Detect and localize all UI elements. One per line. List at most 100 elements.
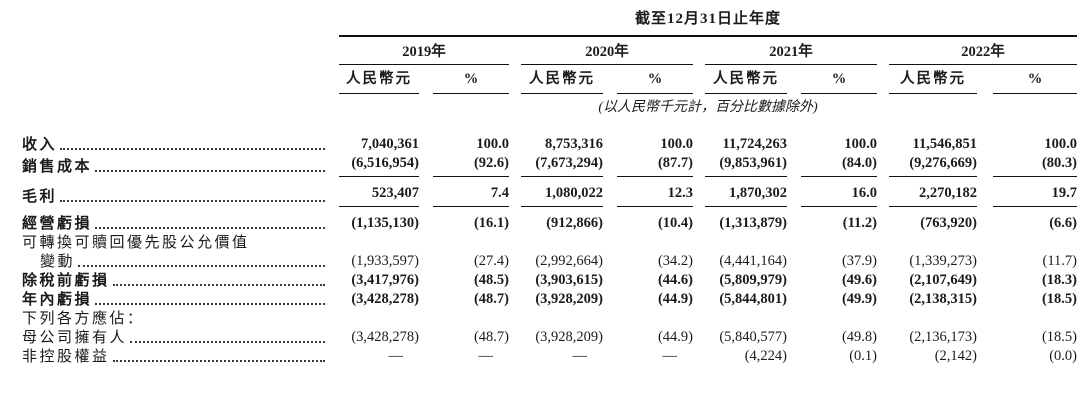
amount-value: 7,040,361 [361, 136, 419, 153]
percent-value: (44.9) [657, 291, 693, 308]
table-row: 經營虧損 (1,135,130) (16.1) (912,866) (10.4) (1,3… [22, 206, 1077, 233]
row-label-cell: 非控股權益 [22, 347, 327, 366]
units-note: (以人民幣千元計，百分比數據除外) [598, 99, 818, 115]
amount-value: (5,809,979) [719, 272, 787, 289]
row-label-cell: 母公司擁有人 [22, 328, 327, 347]
amount-value [339, 309, 419, 328]
dot-leader [112, 359, 325, 362]
percent-value: (11.7) [1042, 253, 1078, 270]
amount-value: (2,992,664) [535, 253, 603, 270]
amount-value: (5,844,801) [719, 291, 787, 308]
percent-value: 19.7 [993, 176, 1077, 207]
percent-value: (48.5) [473, 272, 509, 289]
percent-value: 100.0 [476, 136, 509, 153]
year-header-row: 2019年 2020年 2021年 2022年 [22, 36, 1077, 66]
amount-value: 8,753,316 [545, 136, 603, 153]
row-label-cell: 收入 [22, 119, 327, 154]
table-row: 毛利 523,407 7.4 1,080,022 12.3 1,870,302 16.0 2,… [22, 176, 1077, 207]
row-label: 變動 [40, 253, 76, 270]
row-label: 母公司擁有人 [22, 329, 128, 346]
table-title-row: 截至12月31日止年度 [22, 10, 1077, 37]
amount-value: (9,853,961) [705, 153, 787, 177]
table-title: 截至12月31日止年度 [339, 10, 1077, 37]
row-label-cell: 銷售成本 [22, 154, 327, 177]
dot-leader [130, 340, 325, 343]
amount-value: (2,136,173) [909, 329, 977, 346]
percent-value [433, 309, 509, 328]
subheader-amount: 人民幣元 [889, 64, 977, 94]
percent-value [801, 233, 877, 252]
nil-dash: — [662, 348, 678, 365]
row-label-cell: 經營虧損 [22, 206, 327, 233]
percent-value: (49.9) [841, 291, 877, 308]
amount-value: — [521, 347, 603, 366]
amount-value: 1,080,022 [521, 176, 603, 207]
amount-value [705, 233, 787, 252]
amount-value [705, 309, 787, 328]
percent-value [801, 309, 877, 328]
row-label-cell: 除稅前虧損 [22, 271, 327, 290]
dot-leader [95, 226, 325, 229]
amount-value: 11,724,263 [722, 136, 787, 153]
percent-value: (92.6) [433, 153, 509, 177]
table-row: 年內虧損 (3,428,278) (48.7) (3,928,209) (44.9) (5… [22, 290, 1077, 309]
amount-value: (763,920) [920, 215, 977, 232]
subheader-amount: 人民幣元 [339, 64, 419, 94]
row-label: 銷售成本 [22, 159, 93, 176]
row-label: 可轉換可贖回優先股公允價值 [22, 234, 250, 251]
amount-value: (3,928,209) [535, 329, 603, 346]
amount-value: 523,407 [339, 176, 419, 207]
row-label-cell: 年內虧損 [22, 290, 327, 309]
percent-value: (44.9) [657, 329, 693, 346]
table-row: 下列各方應佔： [22, 309, 1077, 328]
table-row: 變動 (1,933,597) (27.4) (2,992,664) (34.2) (4,4… [22, 252, 1077, 271]
percent-value: (16.1) [473, 215, 509, 232]
subheader-amount: 人民幣元 [521, 64, 603, 94]
year-header-2019: 2019年 [339, 36, 509, 66]
amount-value: (7,673,294) [521, 153, 603, 177]
percent-value [617, 233, 693, 252]
row-label: 年內虧損 [22, 291, 93, 308]
percent-value: (84.0) [801, 153, 877, 177]
percent-value [993, 233, 1077, 252]
percent-value: (80.3) [993, 153, 1077, 177]
amount-value: (2,107,649) [909, 272, 977, 289]
subheader-row: 人民幣元 % 人民幣元 % 人民幣元 % 人民幣元 % [22, 64, 1077, 94]
percent-value: (6.6) [1049, 215, 1077, 232]
table-row: 除稅前虧損 (3,417,976) (48.5) (3,903,615) (44.6) (… [22, 271, 1077, 290]
amount-value: (912,866) [546, 215, 603, 232]
percent-value: 16.0 [801, 176, 877, 207]
subheader-percent: % [433, 64, 509, 94]
amount-value: (1,933,597) [351, 253, 419, 270]
amount-value: 11,546,851 [912, 136, 977, 153]
amount-value [521, 233, 603, 252]
amount-value: (2,138,315) [909, 291, 977, 308]
dot-leader [60, 200, 325, 203]
percent-value: (10.4) [657, 215, 693, 232]
row-label: 非控股權益 [22, 348, 110, 365]
percent-value: (18.5) [1041, 291, 1077, 308]
percent-value: (11.2) [842, 215, 877, 232]
year-header-2022: 2022年 [889, 36, 1077, 66]
amount-value: (3,417,976) [351, 272, 419, 289]
row-label: 收入 [22, 136, 58, 153]
percent-value: (0.1) [849, 348, 877, 365]
percent-value: (34.2) [657, 253, 693, 270]
row-label: 下列各方應佔： [22, 310, 145, 327]
amount-value: (4,224) [744, 348, 787, 365]
financial-table: 截至12月31日止年度 2019年 2020年 2021年 2022年 人民幣元… [22, 10, 1077, 366]
amount-value: (3,903,615) [535, 272, 603, 289]
percent-value: (44.6) [657, 272, 693, 289]
percent-value: (37.9) [841, 253, 877, 270]
dot-leader [78, 264, 325, 267]
dot-leader [95, 302, 325, 305]
percent-value: 100.0 [660, 136, 693, 153]
amount-value: (1,313,879) [719, 215, 787, 232]
percent-value: 12.3 [617, 176, 693, 207]
amount-value: (9,276,669) [889, 153, 977, 177]
row-label-cell: 毛利 [22, 176, 327, 206]
amount-value [339, 233, 419, 252]
table-row: 銷售成本 (6,516,954) (92.6) (7,673,294) (87.7) (9… [22, 153, 1077, 177]
amount-value: (1,135,130) [351, 215, 419, 232]
row-label-cell: 可轉換可贖回優先股公允價值 [22, 233, 327, 252]
